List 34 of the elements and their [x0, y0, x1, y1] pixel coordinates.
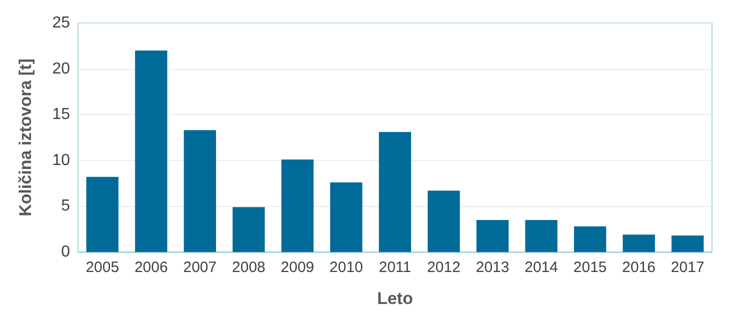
bar: [622, 234, 655, 252]
bar: [428, 190, 460, 252]
x-tick-label: 2016: [622, 259, 656, 276]
x-tick-label: 2012: [427, 259, 460, 276]
x-tick-label: 2009: [280, 259, 314, 276]
bar: [184, 130, 216, 252]
x-tick-label: 2008: [232, 259, 266, 276]
x-tick-label: 2015: [573, 259, 607, 276]
x-tick-label: 2011: [378, 259, 412, 276]
x-tick-label: 2005: [86, 259, 120, 276]
y-tick-label: 5: [61, 198, 70, 215]
y-tick-label: 15: [52, 106, 70, 124]
bar: [135, 50, 168, 252]
bar: [232, 207, 265, 252]
x-tick-label: 2013: [476, 259, 510, 276]
x-tick-label: 2014: [524, 259, 558, 276]
x-tick-label: 2006: [134, 259, 168, 276]
x-tick-label: 2010: [330, 259, 363, 276]
y-tick-label: 20: [52, 60, 70, 78]
bar: [281, 159, 314, 252]
bar: [672, 236, 704, 252]
bar: [330, 182, 362, 252]
bar: [574, 226, 606, 252]
x-tick-label: 2007: [183, 259, 217, 276]
y-tick-label: 25: [52, 14, 70, 32]
y-tick-label: 10: [52, 152, 70, 169]
bar: [86, 176, 118, 252]
bar: [378, 132, 412, 252]
bar: [525, 220, 558, 252]
x-axis-title: Leto: [377, 289, 413, 308]
x-tick-label: 2017: [670, 259, 704, 276]
bar: [476, 220, 509, 252]
y-tick-label: 0: [61, 244, 70, 260]
y-axis-title: Količina iztovora [t]: [16, 58, 35, 216]
